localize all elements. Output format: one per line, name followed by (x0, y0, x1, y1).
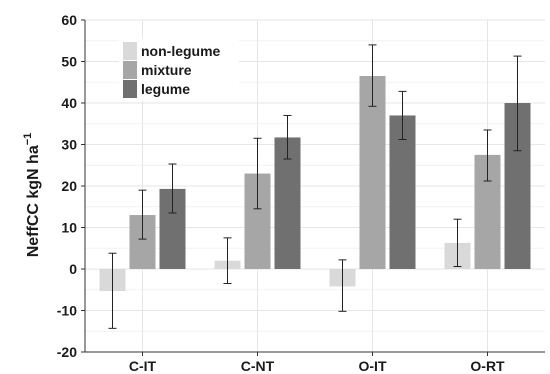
y-tick-label: 60 (61, 12, 77, 28)
y-tick-label: 50 (61, 54, 77, 70)
legend-swatch-legume (123, 80, 137, 98)
error-bars (108, 44, 522, 329)
y-tick-label: 30 (61, 137, 77, 153)
y-tick-label: 20 (61, 178, 77, 194)
x-tick-label: C-NT (241, 358, 275, 374)
legend-swatch-mixture (123, 61, 137, 79)
y-tick-label: 0 (69, 261, 77, 277)
bars (99, 76, 531, 291)
y-axis-label-text: NeffCC kgN ha (25, 145, 42, 257)
y-axis-label: NeffCC kgN ha−1 (22, 133, 42, 258)
y-tick-label: -20 (57, 344, 77, 360)
x-tick-label: O-RT (470, 358, 505, 374)
x-tick-label: O-IT (359, 358, 387, 374)
x-tick-label: C-IT (129, 358, 157, 374)
legend-background (119, 38, 239, 101)
legend-label-non-legume: non-legume (141, 43, 221, 59)
legend-label-mixture: mixture (141, 62, 192, 78)
y-tick-label: 40 (61, 95, 77, 111)
bar-mixture-O-IT (359, 76, 386, 270)
bar-legume-O-IT (389, 115, 416, 269)
legend-label-legume: legume (141, 81, 190, 97)
legend-swatch-non-legume (123, 42, 137, 60)
y-tick-label: -10 (57, 303, 77, 319)
y-axis-label-superscript: −1 (22, 133, 34, 146)
axes: -20 -10 0 10 20 30 40 50 60 C-IT C-NT O-IT O-RT (57, 12, 545, 374)
y-tick-label: 10 (61, 220, 77, 236)
legend: non-legume mixture legume (119, 38, 239, 101)
